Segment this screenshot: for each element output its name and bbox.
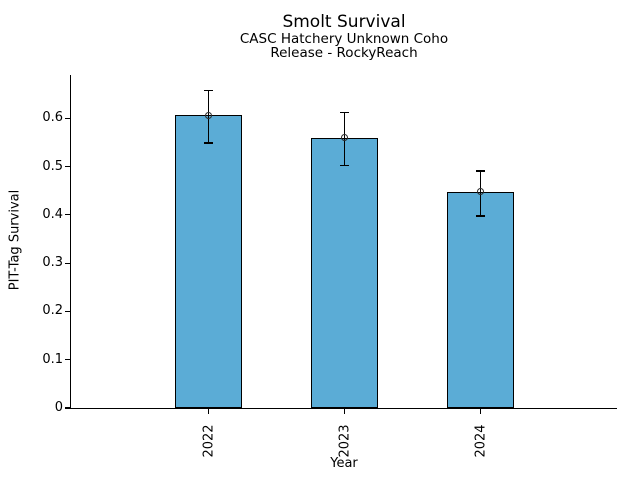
x-axis-label: Year (330, 456, 358, 471)
y-tick-label: 0.6 (42, 110, 63, 126)
bar (447, 191, 514, 408)
x-tick-label: 2024 (473, 424, 488, 458)
error-bar-cap-top (476, 170, 485, 172)
error-bar-cap-bottom (476, 215, 485, 217)
y-tick (65, 117, 70, 119)
bar (175, 115, 242, 408)
error-bar-cap-top (204, 89, 213, 92)
x-tick (207, 409, 210, 415)
x-axis-spine (69, 408, 617, 410)
y-tick-label: 0.4 (42, 206, 63, 222)
chart-subtitle-line-2: Release - RockyReach (270, 45, 418, 61)
x-tick-label: 2023 (337, 424, 352, 458)
y-tick-label: 0.5 (42, 158, 63, 174)
error-bar-cap-bottom (340, 164, 349, 167)
y-tick-label: 0.2 (42, 303, 63, 319)
x-tick (343, 409, 346, 415)
y-axis-spine (69, 75, 71, 410)
chart-subtitle-line-1: CASC Hatchery Unknown Coho (239, 31, 449, 47)
x-tick (479, 409, 482, 415)
y-tick (65, 407, 70, 409)
y-tick-label: 0.3 (42, 255, 63, 271)
y-tick (65, 214, 70, 216)
data-point-marker (205, 111, 212, 119)
y-tick (65, 310, 70, 312)
error-bar-cap-top (340, 111, 349, 114)
y-tick-label: 0 (54, 400, 63, 415)
bar (311, 137, 378, 408)
y-tick (65, 359, 70, 361)
chart-title: Smolt Survival (282, 12, 406, 32)
y-tick-label: 0.1 (42, 351, 63, 367)
data-point-marker (341, 134, 348, 142)
y-tick (65, 262, 70, 264)
data-point-marker (477, 188, 484, 196)
y-tick (65, 165, 70, 168)
x-tick-label: 2022 (201, 424, 216, 458)
error-bar-cap-bottom (204, 142, 213, 144)
